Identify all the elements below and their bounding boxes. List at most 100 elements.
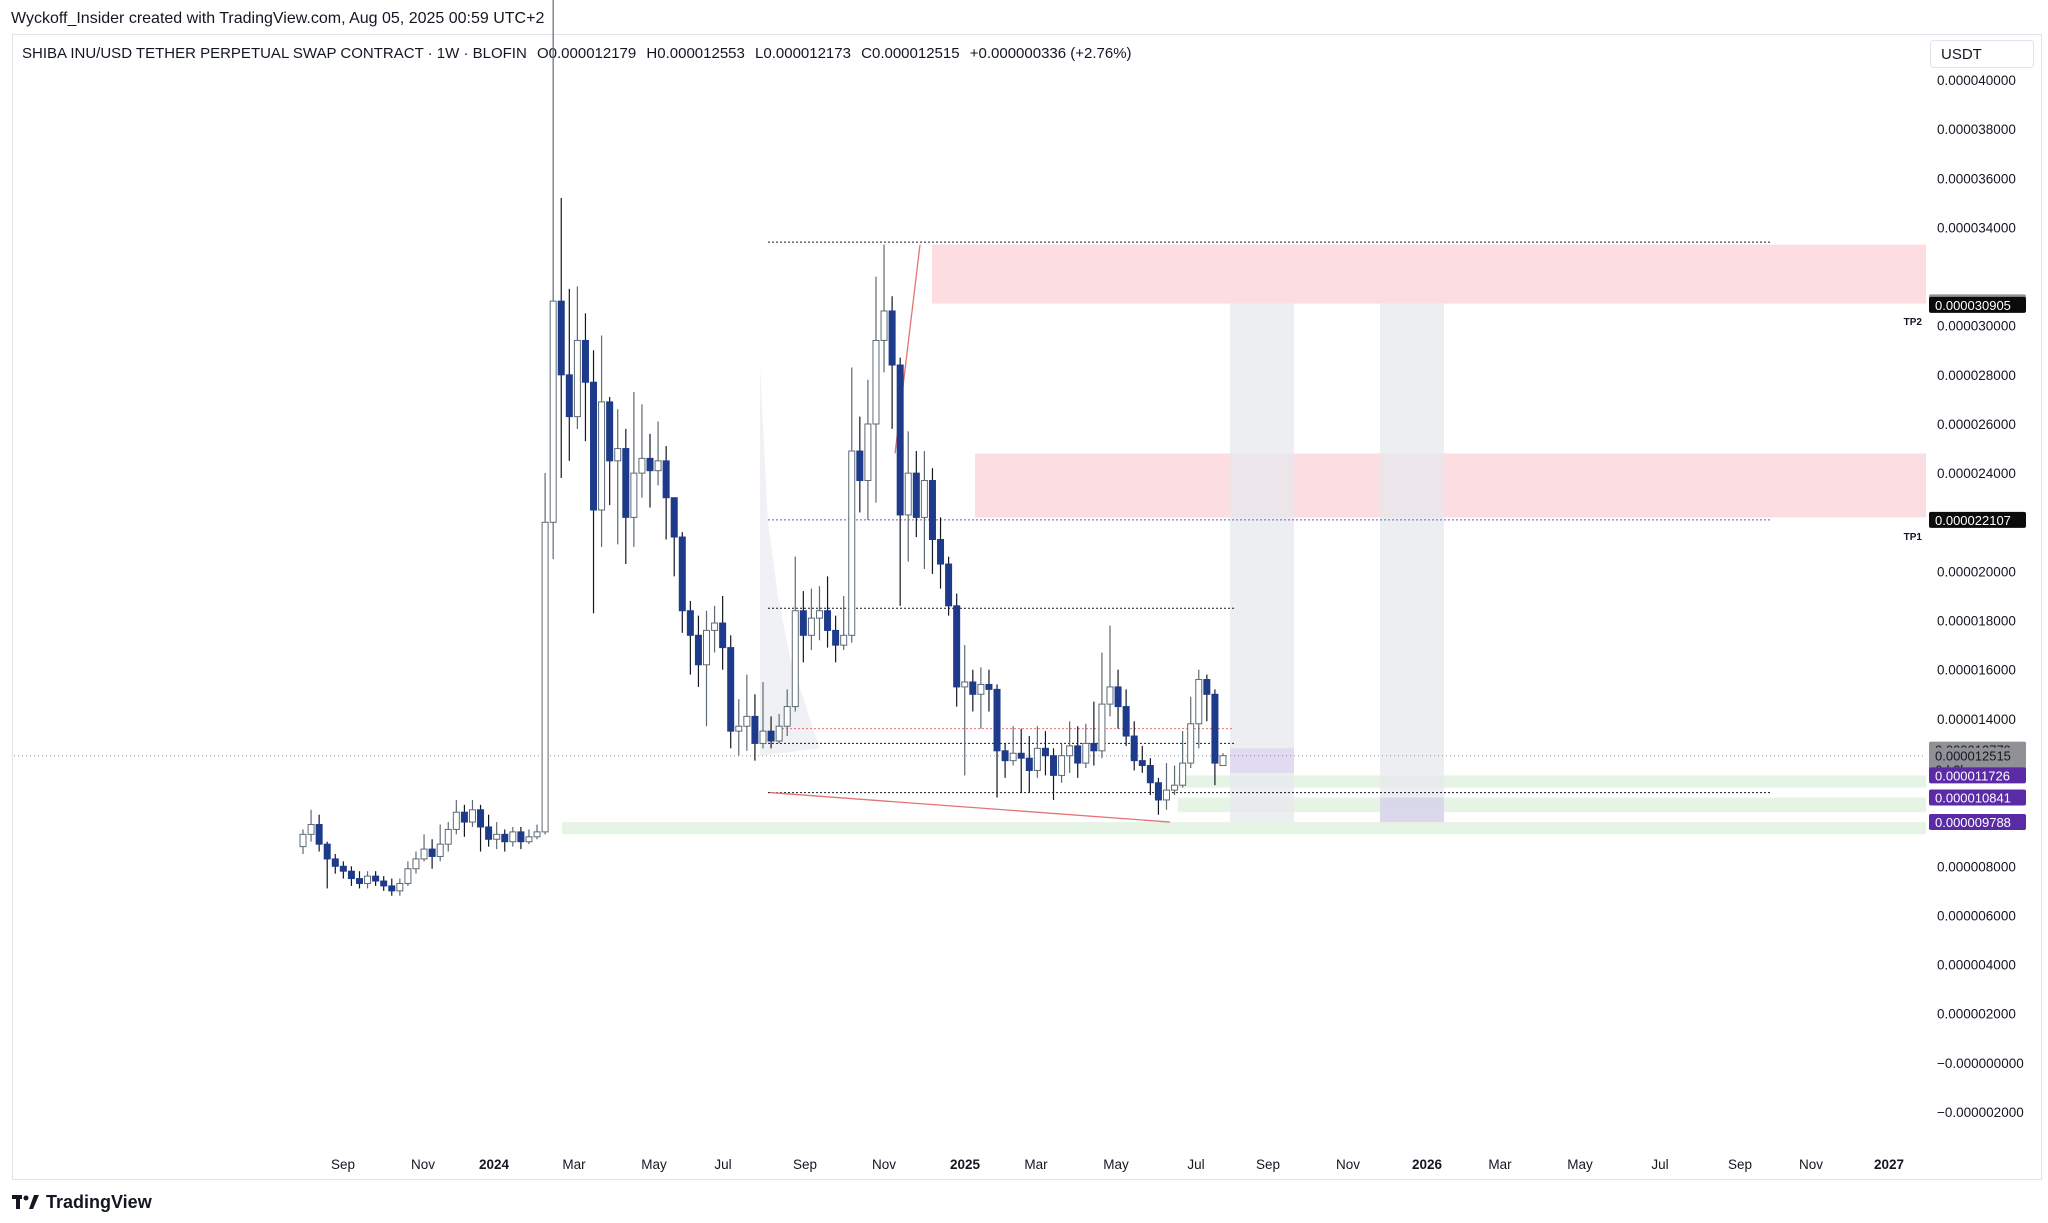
candle-body: [525, 836, 533, 843]
projection-box: [1230, 303, 1294, 823]
candle-body: [1179, 762, 1187, 786]
take-profit-label: TP1: [1904, 532, 1923, 543]
candle-body: [686, 610, 694, 636]
candle-body: [1154, 782, 1162, 801]
candle-body: [1050, 755, 1058, 776]
price-axis-label: 0.000006000: [1937, 908, 2016, 923]
time-axis-label: Sep: [1728, 1157, 1752, 1172]
currency-button[interactable]: USDT: [1930, 40, 2034, 68]
price-tag: [1929, 296, 2026, 313]
candle-body: [1009, 752, 1017, 762]
tradingview-watermark: TradingView: [12, 1192, 152, 1213]
candle-body: [751, 715, 759, 744]
candle-body: [614, 448, 622, 462]
tradingview-logo-icon: [12, 1194, 39, 1209]
candle-body: [396, 882, 404, 892]
candle-body: [606, 401, 614, 462]
candle-body: [630, 472, 638, 518]
supply-zone: [932, 244, 1926, 304]
candle-body: [832, 629, 840, 646]
candle-body: [662, 460, 670, 499]
demand-zone: [1178, 775, 1926, 788]
candle-body: [460, 811, 468, 823]
candle-body: [622, 448, 630, 518]
price-tag-label: 0.000011726: [1935, 768, 2010, 783]
candle-body: [1001, 750, 1009, 762]
candle-body: [807, 617, 815, 636]
time-axis-label: Nov: [1799, 1157, 1823, 1172]
candle-body: [1114, 686, 1122, 708]
candle-body: [1098, 703, 1106, 752]
candle-body: [404, 868, 412, 884]
price-axis-label: 0.000024000: [1937, 466, 2016, 481]
candle-body: [581, 339, 589, 383]
candle-body: [590, 381, 598, 511]
candle-body: [517, 831, 525, 843]
candle-body: [1025, 757, 1033, 771]
price-tag: [1929, 814, 2026, 831]
candle-body: [1082, 742, 1090, 764]
candle-body: [1138, 760, 1146, 767]
candle-body: [1066, 745, 1074, 757]
candle-body: [444, 828, 452, 845]
ohlc-close: C0.000012515: [861, 45, 960, 62]
candle-body: [598, 401, 606, 511]
candle-body: [347, 870, 355, 880]
candle-body: [646, 457, 654, 472]
candle-body: [775, 725, 783, 742]
price-tag: [1929, 511, 2026, 528]
demand-zone: [1178, 797, 1926, 813]
candle-body: [920, 480, 928, 518]
time-axis-label: May: [1567, 1157, 1593, 1172]
candle-body: [880, 310, 888, 341]
candle-body: [1219, 755, 1227, 767]
candle-body: [1203, 679, 1211, 695]
candle-body: [985, 683, 993, 690]
time-axis-label: Jul: [1187, 1157, 1204, 1172]
price-axis-label: 0.000008000: [1937, 859, 2016, 874]
candle-body: [953, 605, 961, 688]
candle-body: [937, 538, 945, 565]
price-axis-label: 0.000038000: [1937, 122, 2016, 137]
candle-body: [638, 457, 646, 474]
ohlc-low: L0.000012173: [755, 45, 851, 62]
time-axis-label: Mar: [1488, 1157, 1512, 1172]
price-axis-label: 0.000030000: [1937, 319, 2016, 334]
time-axis-label: Sep: [1256, 1157, 1280, 1172]
candle-body: [1187, 723, 1195, 764]
candle-body: [864, 423, 872, 482]
time-axis-label: May: [1103, 1157, 1129, 1172]
candle-body: [711, 622, 719, 631]
candle-body: [993, 688, 1001, 752]
candle-body: [549, 300, 557, 523]
ohlc-open: O0.000012179: [536, 45, 637, 62]
candle-body: [840, 634, 848, 646]
candle-body: [1171, 784, 1179, 791]
candle-body: [307, 824, 315, 835]
symbol-name[interactable]: SHIBA INU/USD TETHER PERPETUAL SWAP CONT…: [22, 45, 527, 62]
candle-body: [388, 885, 396, 892]
price-axis-label: −0.000000000: [1937, 1056, 2024, 1071]
candle-body: [323, 843, 331, 860]
symbol-legend: SHIBA INU/USD TETHER PERPETUAL SWAP CONT…: [22, 45, 1138, 62]
price-axis-label: 0.000002000: [1937, 1007, 2016, 1022]
candle-body: [1033, 747, 1041, 771]
candle-body: [428, 848, 436, 857]
candle-body: [872, 339, 880, 425]
time-axis-label: Jul: [1651, 1157, 1668, 1172]
candle-body: [1058, 755, 1066, 776]
candle-body: [945, 563, 953, 607]
candle-body: [727, 647, 735, 732]
candle-body: [380, 880, 388, 887]
candle-body: [1195, 679, 1203, 725]
candle-body: [719, 622, 727, 649]
candle-body: [565, 374, 573, 418]
candle-body: [420, 848, 428, 860]
candle-body: [1122, 706, 1130, 737]
candle-body: [735, 725, 743, 732]
candle-body: [815, 610, 823, 619]
candle-body: [436, 843, 444, 857]
candle-body: [670, 497, 678, 538]
target-range-box: [1380, 797, 1444, 823]
